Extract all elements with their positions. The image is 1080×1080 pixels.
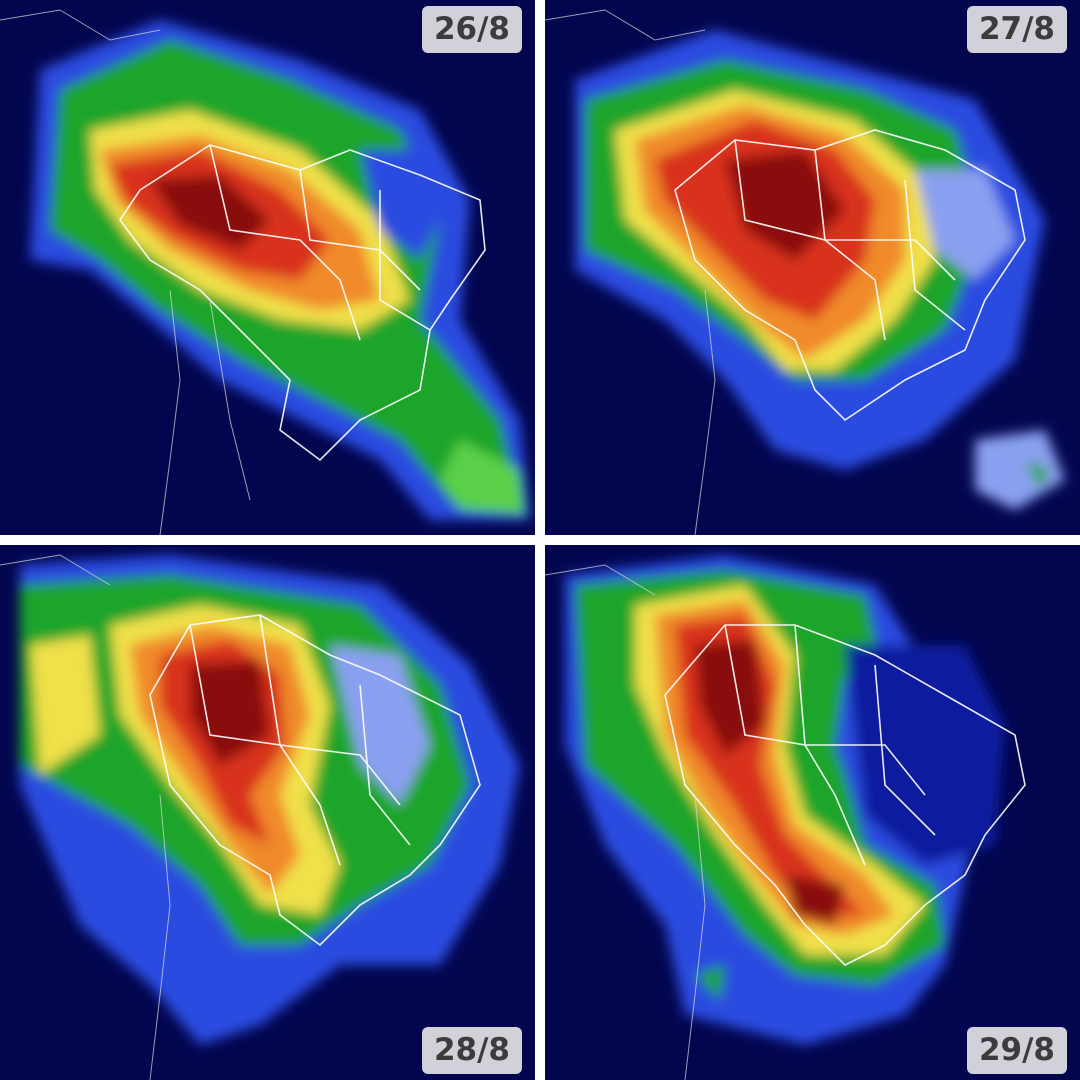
weather-map-29-8 <box>545 545 1080 1080</box>
map-panel-28-8: 28/8 <box>0 545 535 1080</box>
map-panel-27-8: 27/8 <box>545 0 1080 535</box>
date-label: 27/8 <box>966 6 1067 53</box>
date-label: 28/8 <box>421 1027 522 1074</box>
map-panel-26-8: 26/8 <box>0 0 535 535</box>
weather-map-27-8 <box>545 0 1080 535</box>
map-panel-29-8: 29/8 <box>545 545 1080 1080</box>
weather-map-28-8 <box>0 545 535 1080</box>
weather-map-26-8 <box>0 0 535 535</box>
date-label: 26/8 <box>421 6 522 53</box>
date-label: 29/8 <box>966 1027 1067 1074</box>
